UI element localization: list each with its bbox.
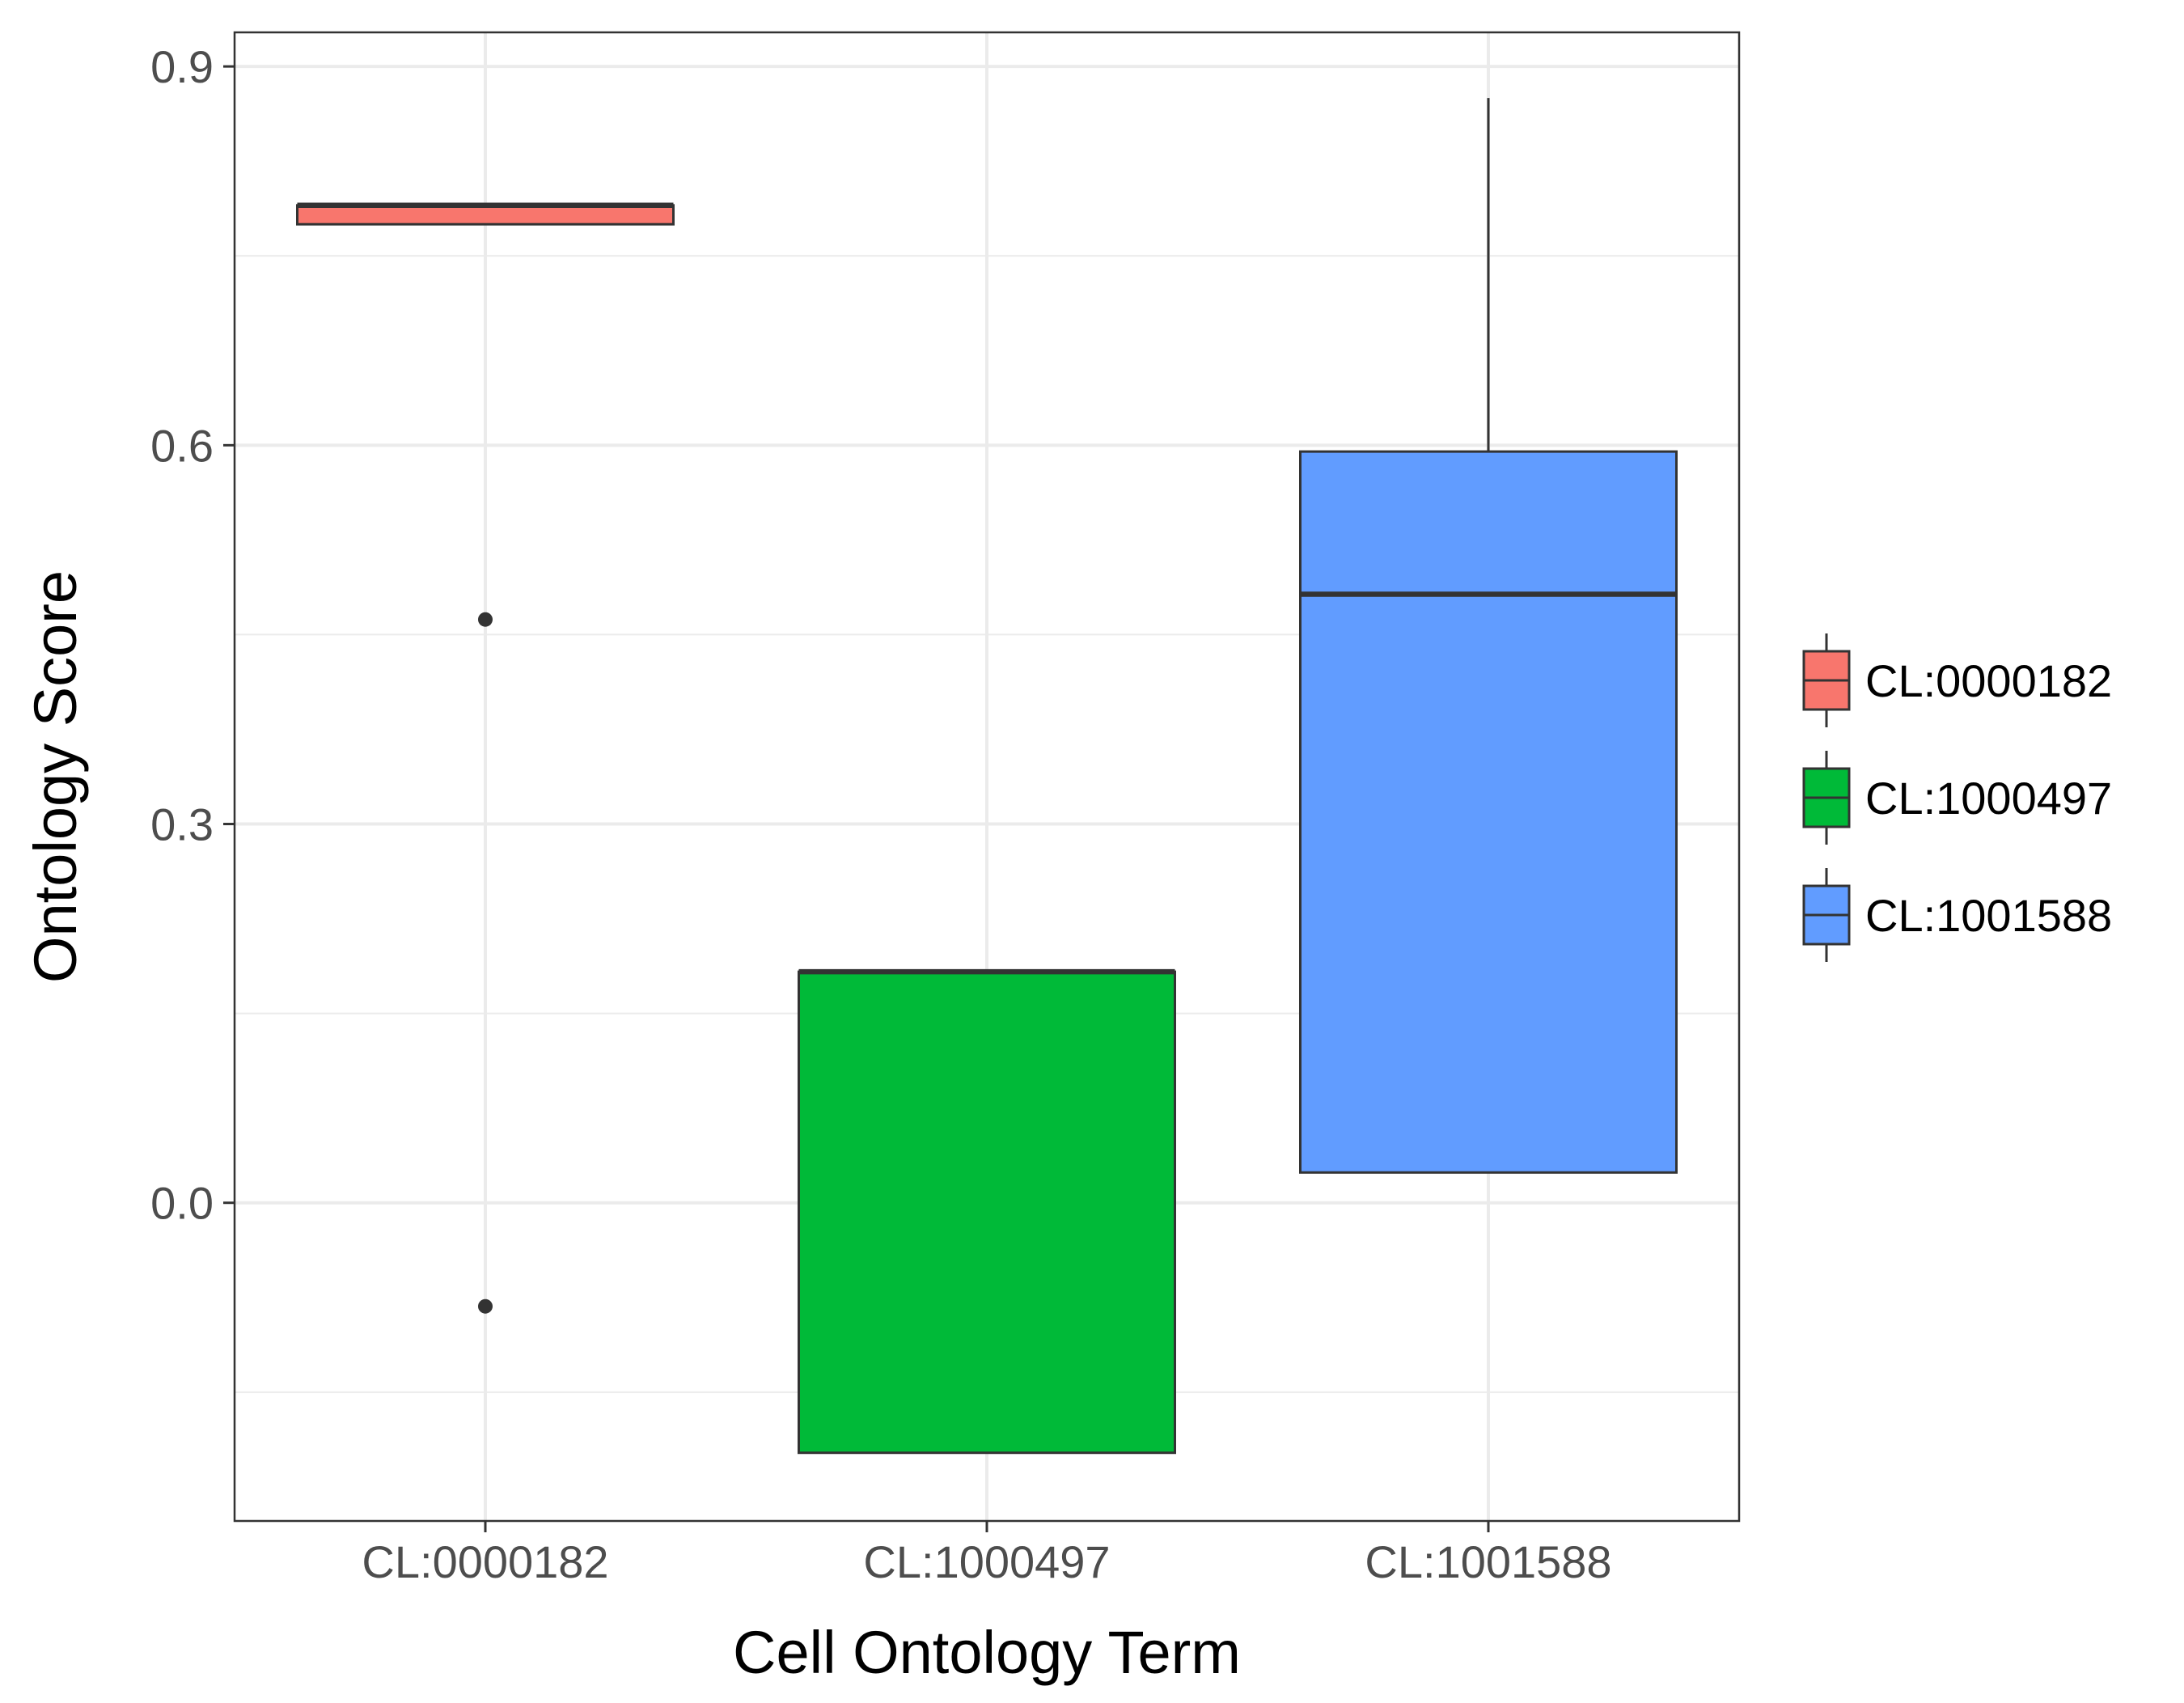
box-body (296, 204, 675, 226)
outlier-point (478, 1298, 493, 1314)
x-axis-title: Cell Ontology Term (733, 1619, 1241, 1686)
legend-label: CL:0000182 (1865, 655, 2112, 706)
y-tick-label: 0.9 (150, 41, 214, 92)
y-tick-label: 0.0 (150, 1178, 214, 1229)
legend-label: CL:1000497 (1865, 773, 2112, 824)
legend-item: CL:0000182 (1802, 633, 2112, 727)
axes: 0.0 0.3 0.6 0.9 CL:0000182 CL:1000497 CL:10015… (150, 41, 1611, 1587)
x-tick-label: CL:1001588 (1365, 1536, 1611, 1587)
legend-label: CL:1001588 (1865, 890, 2112, 941)
box-body (1299, 450, 1678, 1174)
box-body (798, 970, 1176, 1455)
x-tick-label: CL:0000182 (362, 1536, 608, 1587)
box-CL-1000497 (798, 968, 1176, 1455)
outlier-point (478, 612, 493, 627)
box-CL-0000182 (296, 202, 675, 1314)
box-CL-1001588 (1299, 98, 1678, 1174)
legend-item: CL:1001588 (1802, 868, 2112, 962)
legend: CL:0000182 CL:1000497 CL:1001588 (1802, 633, 2112, 962)
x-tick-label: CL:1000497 (863, 1536, 1110, 1587)
y-tick-label: 0.6 (150, 420, 214, 471)
boxes (296, 98, 1678, 1455)
y-axis-title: Ontology Score (22, 570, 89, 983)
y-tick-label: 0.3 (150, 799, 214, 850)
legend-item: CL:1000497 (1802, 751, 2112, 845)
